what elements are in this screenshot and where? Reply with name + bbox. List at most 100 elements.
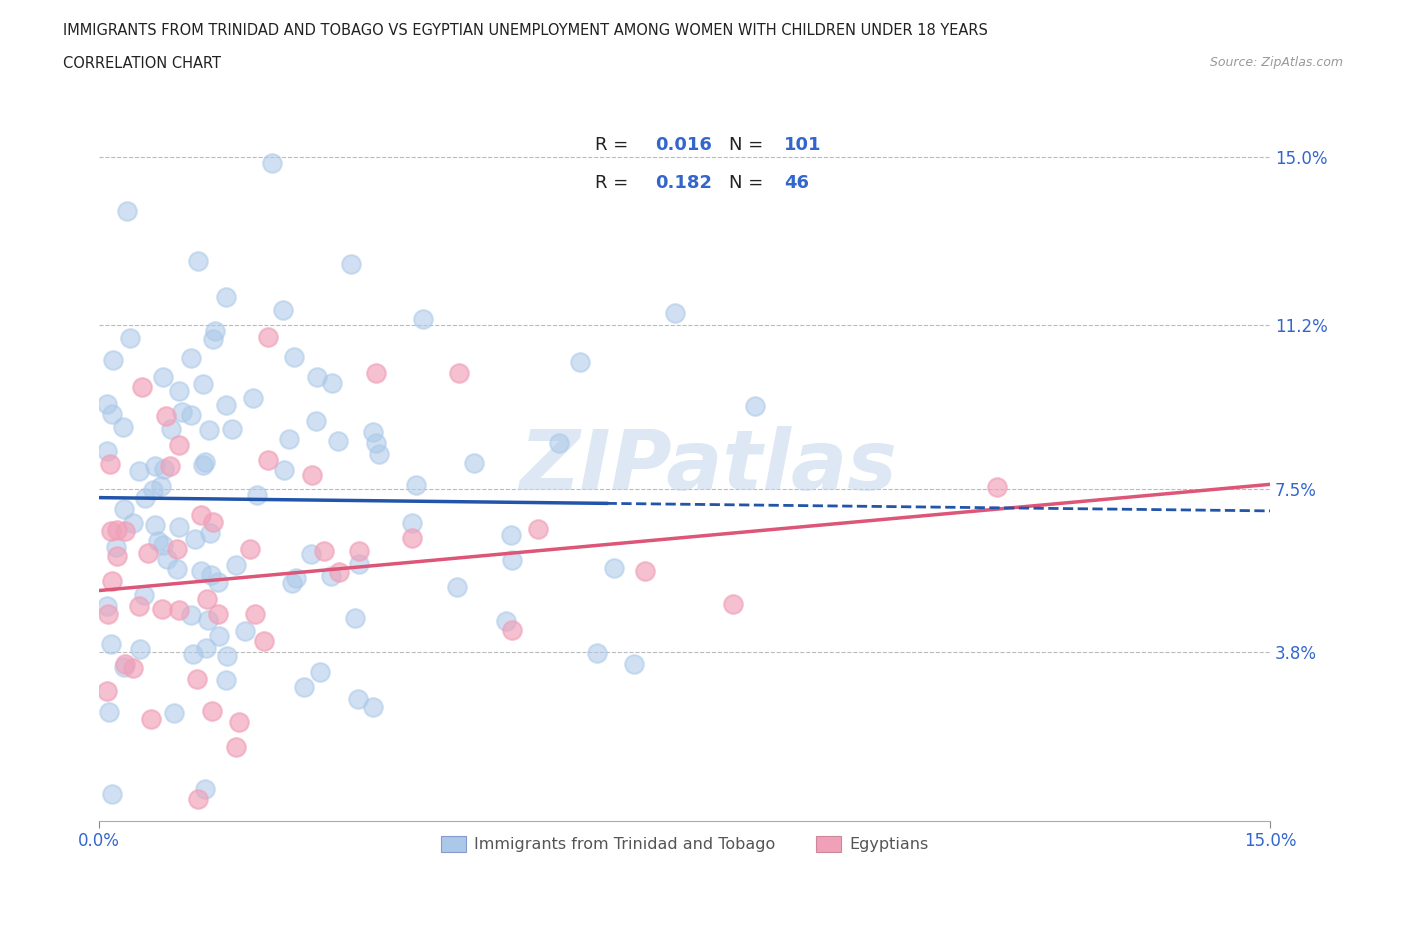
Point — [136, 545, 159, 560]
Point — [499, 527, 522, 542]
Point — [260, 156, 283, 171]
Point — [191, 377, 214, 392]
Point — [367, 446, 389, 461]
Point — [149, 479, 172, 494]
Text: 101: 101 — [785, 137, 821, 154]
Point — [242, 391, 264, 405]
Point — [134, 490, 156, 505]
Point — [143, 517, 166, 532]
Point — [197, 591, 219, 606]
Point — [225, 739, 247, 754]
Point — [401, 530, 423, 545]
Point — [328, 565, 350, 580]
Point — [105, 523, 128, 538]
Point — [190, 564, 212, 578]
Point — [101, 574, 124, 589]
Point — [273, 463, 295, 478]
Text: N =: N = — [730, 137, 769, 154]
Point — [344, 611, 367, 626]
Point — [201, 703, 224, 718]
Point — [364, 435, 387, 450]
Point — [101, 352, 124, 367]
Point — [723, 597, 745, 612]
Point — [167, 603, 190, 618]
Point — [166, 561, 188, 576]
Point — [114, 502, 136, 517]
Point — [314, 544, 336, 559]
Point — [347, 692, 370, 707]
Point — [233, 624, 256, 639]
Point — [195, 641, 218, 656]
Point — [105, 549, 128, 564]
Text: ZIPatlas: ZIPatlas — [519, 426, 897, 507]
Point — [100, 524, 122, 538]
Point — [167, 520, 190, 535]
Point — [100, 407, 122, 422]
Point — [198, 422, 221, 437]
Point — [186, 671, 208, 686]
Point — [97, 704, 120, 719]
Point — [180, 351, 202, 365]
Text: R =: R = — [595, 174, 634, 193]
Point — [187, 254, 209, 269]
Point — [361, 425, 384, 440]
Point — [664, 305, 686, 320]
Text: CORRELATION CHART: CORRELATION CHART — [63, 56, 221, 71]
Point — [114, 524, 136, 538]
Point — [190, 508, 212, 523]
Text: Source: ZipAtlas.com: Source: ZipAtlas.com — [1209, 56, 1343, 69]
Point — [139, 711, 162, 726]
Point — [207, 575, 229, 590]
Point — [170, 405, 193, 419]
Point — [183, 531, 205, 546]
Point — [204, 324, 226, 339]
Point — [98, 457, 121, 472]
Point — [228, 714, 250, 729]
Point — [167, 384, 190, 399]
Point — [96, 599, 118, 614]
Text: 0.016: 0.016 — [655, 137, 713, 154]
Point — [501, 623, 523, 638]
Point — [412, 312, 434, 326]
Text: R =: R = — [595, 137, 634, 154]
Point — [246, 487, 269, 502]
Point — [547, 436, 569, 451]
Point — [104, 539, 127, 554]
Point — [239, 541, 262, 556]
Point — [447, 366, 470, 381]
Point — [128, 598, 150, 613]
Point — [243, 606, 266, 621]
Point — [114, 657, 136, 671]
Point — [194, 781, 217, 796]
Legend: Immigrants from Trinidad and Tobago, Egyptians: Immigrants from Trinidad and Tobago, Egy… — [434, 830, 935, 858]
Point — [194, 455, 217, 470]
Point — [253, 633, 276, 648]
Point — [446, 579, 468, 594]
Point — [152, 538, 174, 552]
Point — [129, 642, 152, 657]
Point — [347, 556, 370, 571]
Text: N =: N = — [730, 174, 769, 193]
Point — [122, 515, 145, 530]
Point — [166, 541, 188, 556]
Point — [150, 602, 173, 617]
Point — [100, 636, 122, 651]
Point — [143, 458, 166, 473]
Point — [96, 443, 118, 458]
Point — [215, 398, 238, 413]
Text: 46: 46 — [785, 174, 810, 193]
Point — [292, 680, 315, 695]
Point — [257, 453, 280, 468]
Point — [112, 419, 135, 434]
Point — [285, 571, 308, 586]
Point — [197, 613, 219, 628]
Point — [495, 614, 517, 629]
Point — [603, 560, 626, 575]
Point — [112, 659, 135, 674]
Point — [96, 396, 118, 411]
Point — [586, 645, 609, 660]
Point — [121, 660, 143, 675]
Point — [215, 289, 238, 304]
Point — [301, 547, 323, 562]
Point — [120, 331, 142, 346]
